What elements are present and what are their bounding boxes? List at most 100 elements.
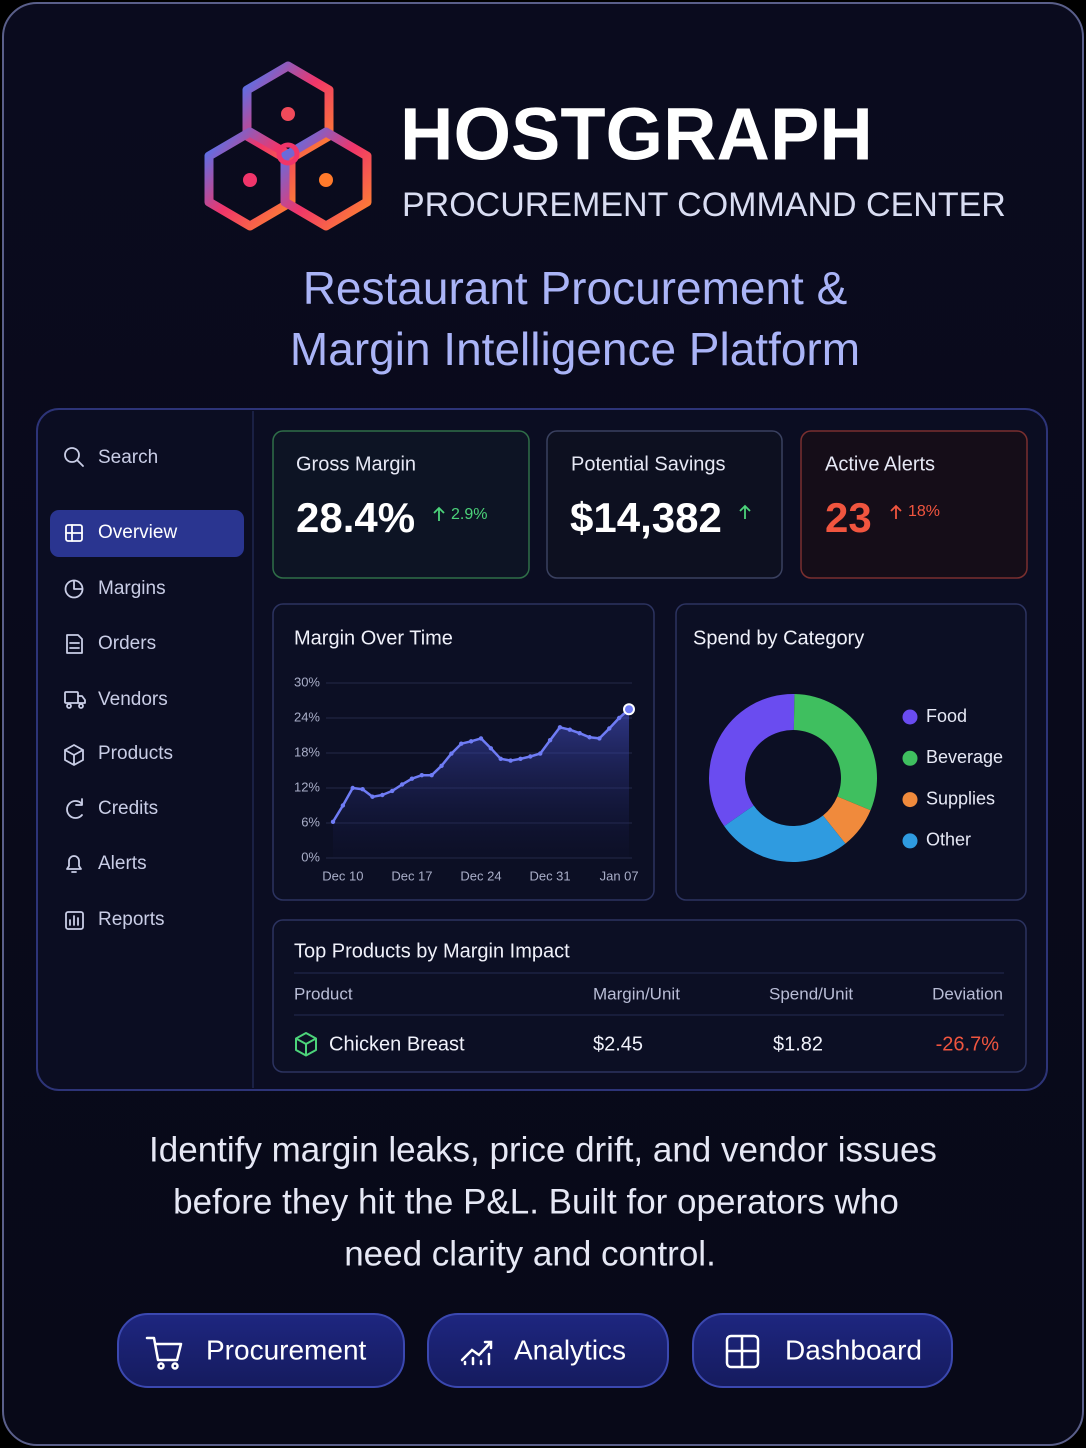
point (459, 741, 464, 746)
kpi-change: 18% (908, 503, 940, 520)
nav-item[interactable]: Credits (98, 798, 158, 819)
point (468, 739, 474, 744)
point (429, 772, 434, 778)
kpi-card (546, 430, 783, 579)
point (567, 727, 572, 732)
legend-swatch (902, 792, 918, 808)
y-tick-label: 30% (294, 674, 320, 689)
nav-icon (66, 634, 83, 654)
point (380, 792, 385, 798)
kpi-value: 28.4% (296, 494, 415, 541)
headline: Restaurant Procurement & (303, 262, 848, 314)
point (419, 772, 424, 778)
point (409, 776, 415, 781)
up-arrow (433, 506, 445, 521)
column-header: Margin/Unit (593, 984, 680, 1003)
charts: 0% 6% 12% 18% 24% 30% Dec 10 Dec 17 Dec 24 Dec 31… (294, 674, 1003, 883)
nav-item[interactable]: Reports (98, 909, 165, 930)
point (330, 819, 336, 825)
table-cell: $1.82 (773, 1033, 823, 1055)
dashboard-icon (725, 1334, 760, 1369)
column-header: Deviation (932, 984, 1003, 1003)
point (360, 786, 365, 792)
x-tick-label: Dec 24 (460, 868, 501, 883)
brand: HOSTGRAPH (400, 93, 873, 176)
legend-label: Beverage (926, 747, 1003, 767)
area-fill (333, 709, 629, 858)
legend-swatch (902, 750, 918, 766)
logo-dots (243, 107, 333, 187)
cart-icon (145, 1336, 183, 1370)
point (340, 803, 346, 808)
x-tick-label: Dec 31 (529, 868, 570, 883)
button-label[interactable]: Analytics (514, 1334, 626, 1365)
y-tick-label: 12% (294, 779, 320, 794)
nav-item[interactable]: Margins (98, 578, 166, 599)
button-label[interactable]: Dashboard (785, 1334, 922, 1365)
analytics-icon (460, 1340, 493, 1366)
search-icon (64, 447, 84, 467)
point (616, 715, 622, 721)
search[interactable]: Search (98, 447, 158, 468)
table-title: Top Products by Margin Impact (294, 940, 570, 962)
up-arrow (739, 504, 751, 519)
point (390, 788, 395, 794)
description: Identify margin leaks, price drift, and … (149, 1130, 937, 1169)
point (518, 756, 523, 762)
kpi-label: Active Alerts (825, 453, 935, 475)
button[interactable] (427, 1313, 669, 1388)
y-tick-label: 24% (294, 709, 320, 724)
column-header: Product (294, 984, 353, 1003)
donut-segment (822, 796, 871, 844)
kpi-change: 2.9% (451, 506, 487, 523)
column-header: Spend/Unit (769, 984, 853, 1003)
x-tick-label: Dec 10 (322, 868, 363, 883)
nav-icon (66, 855, 82, 873)
kpi-label: Gross Margin (296, 453, 416, 475)
point (370, 794, 375, 799)
headline: Margin Intelligence Platform (290, 323, 860, 375)
point (528, 754, 533, 759)
nav-item[interactable]: Products (98, 743, 173, 764)
nav-item[interactable]: Overview (98, 522, 177, 543)
point (488, 746, 494, 751)
nav-item[interactable]: Vendors (98, 689, 168, 710)
product-icon (295, 1032, 317, 1057)
nav-item[interactable]: Orders (98, 633, 156, 654)
nav-icon (64, 579, 84, 599)
point (623, 703, 635, 716)
description: before they hit the P&L. Built for opera… (173, 1182, 899, 1221)
chart-title: Margin Over Time (294, 627, 453, 649)
nav-icon (65, 524, 83, 542)
table-card (272, 919, 1027, 1073)
point (449, 751, 454, 756)
legend-label: Supplies (926, 788, 995, 808)
kpi-card (272, 430, 530, 579)
legend-label: Other (926, 830, 971, 850)
kpi-value: 23 (825, 494, 872, 541)
point (508, 758, 513, 763)
point (597, 736, 602, 741)
x-tick-label: Dec 17 (391, 868, 432, 883)
legend-swatch (902, 709, 918, 725)
table-cell: Chicken Breast (329, 1033, 465, 1055)
nav-icon (64, 691, 86, 709)
point (557, 725, 563, 730)
description: need clarity and control. (344, 1234, 716, 1273)
button[interactable] (692, 1313, 953, 1388)
point (607, 726, 612, 731)
nav-icon (66, 798, 83, 819)
kpi-value: $14,382 (570, 494, 722, 541)
table-cell: -26.7% (936, 1033, 1000, 1055)
nav-icon (64, 744, 84, 766)
button[interactable] (117, 1313, 405, 1388)
point (538, 751, 543, 756)
button-label[interactable]: Procurement (206, 1334, 367, 1365)
table-cell: $2.45 (593, 1033, 643, 1055)
nav-active-bg[interactable] (50, 510, 244, 557)
nav-item[interactable]: Alerts (98, 853, 147, 874)
point (547, 737, 553, 743)
point (498, 756, 503, 762)
kpi-card (800, 430, 1028, 579)
